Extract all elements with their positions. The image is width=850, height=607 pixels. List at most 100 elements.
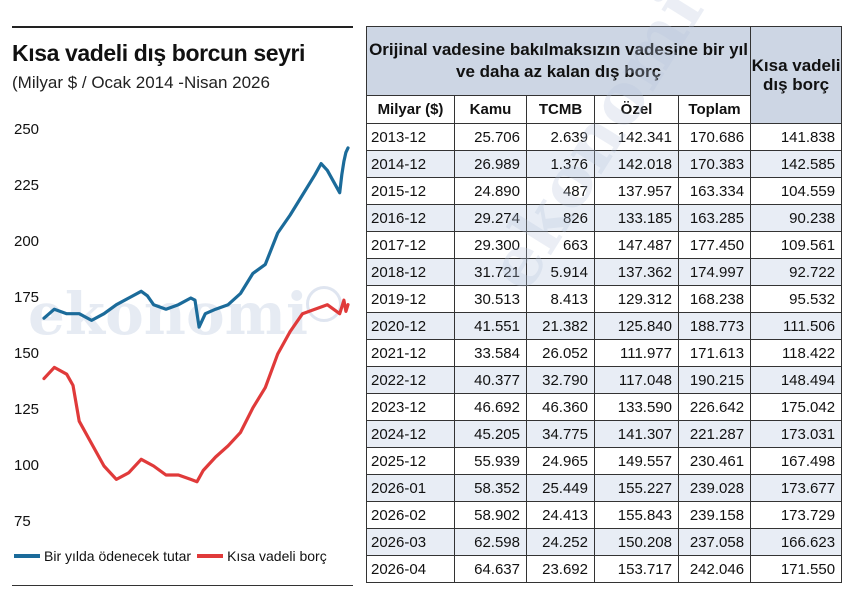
legend-swatch-short-term [197,554,224,558]
table-cell-value: 92.722 [750,258,843,286]
table-cell-value: 155.227 [594,474,679,502]
bottom-rule [12,585,353,586]
table-cell-value: 177.450 [677,231,752,259]
legend-item-short-term: Kısa vadeli borç [197,548,327,564]
table-cell-period: 2016-12 [366,204,455,232]
table-cell-period: 2021-12 [366,339,455,367]
table-cell-period: 2026-04 [366,555,455,583]
table-row: 2017-12 29.300 663 147.487 177.450 109.561 [366,231,843,259]
table-cell-value: 163.285 [677,204,752,232]
table-cell-value: 237.058 [677,528,752,556]
table-cell-value: 45.205 [454,420,527,448]
table-cell-value: 25.706 [454,123,527,151]
y-tick-label: 200 [14,233,40,250]
table-row: 2024-12 45.205 34.775 141.307 221.287 173.031 [366,420,843,448]
table-body: 2013-12 25.706 2.639 142.341 170.686 141.838 2… [366,123,843,583]
table-cell-period: 2020-12 [366,312,455,340]
chart-title: Kısa vadeli dış borcun seyri [12,40,306,66]
table-cell-value: 487 [526,177,595,205]
table-cell-value: 29.274 [454,204,527,232]
table-cell-value: 142.018 [594,150,679,178]
y-tick-label: 225 [14,177,40,194]
table-cell-value: 171.613 [677,339,752,367]
table-column-headers: Milyar ($) Kamu TCMB Özel Toplam [366,95,842,124]
column-header: TCMB [526,95,595,124]
table-cell-period: 2019-12 [366,285,455,313]
line-chart-plot [42,146,350,484]
table-cell-value: 90.238 [750,204,843,232]
table-cell-value: 1.376 [526,150,595,178]
table-cell-value: 133.590 [594,393,679,421]
debt-table: Orijinal vadesine bakılmaksızın vadesine… [365,26,843,583]
y-tick-label: 150 [14,345,40,362]
table-cell-value: 221.287 [677,420,752,448]
table-cell-value: 109.561 [750,231,843,259]
table-cell-value: 142.341 [594,123,679,151]
table-cell-value: 31.721 [454,258,527,286]
table-cell-value: 23.692 [526,555,595,583]
series-line-short-term [42,298,350,484]
table-cell-period: 2026-03 [366,528,455,556]
table-cell-value: 153.717 [594,555,679,583]
table-cell-value: 24.965 [526,447,595,475]
table-cell-value: 170.686 [677,123,752,151]
table-cell-period: 2018-12 [366,258,455,286]
table-cell-value: 141.838 [750,123,843,151]
table-cell-value: 95.532 [750,285,843,313]
series-line-payable [42,146,350,329]
table-cell-value: 58.352 [454,474,527,502]
table-cell-value: 24.890 [454,177,527,205]
table-cell-value: 55.939 [454,447,527,475]
table-cell-value: 26.052 [526,339,595,367]
table-cell-value: 26.989 [454,150,527,178]
table-row: 2018-12 31.721 5.914 137.362 174.997 92.722 [366,258,843,286]
table-cell-value: 25.449 [526,474,595,502]
table-cell-period: 2017-12 [366,231,455,259]
table-cell-value: 24.252 [526,528,595,556]
table-cell-value: 142.585 [750,150,843,178]
table-row: 2023-12 46.692 46.360 133.590 226.642 175.042 [366,393,843,421]
table-cell-value: 149.557 [594,447,679,475]
table-cell-period: 2015-12 [366,177,455,205]
table-cell-period: 2013-12 [366,123,455,151]
table-cell-value: 242.046 [677,555,752,583]
table-cell-value: 663 [526,231,595,259]
table-cell-value: 148.494 [750,366,843,394]
table-cell-value: 34.775 [526,420,595,448]
watermark-logo-icon [306,286,342,322]
table-cell-value: 62.598 [454,528,527,556]
table-cell-value: 155.843 [594,501,679,529]
table-cell-value: 150.208 [594,528,679,556]
legend-label-short-term: Kısa vadeli borç [227,548,327,564]
table-cell-value: 117.048 [594,366,679,394]
legend-item-payable: Bir yılda ödenecek tutar [14,548,191,564]
table-cell-period: 2025-12 [366,447,455,475]
table-cell-value: 190.215 [677,366,752,394]
table-row: 2022-12 40.377 32.790 117.048 190.215 148.494 [366,366,843,394]
table-cell-value: 168.238 [677,285,752,313]
table-cell-value: 239.028 [677,474,752,502]
table-row: 2026-01 58.352 25.449 155.227 239.028 173.677 [366,474,843,502]
table-cell-value: 188.773 [677,312,752,340]
column-header: Toplam [677,95,752,124]
table-cell-value: 167.498 [750,447,843,475]
table-row: 2016-12 29.274 826 133.185 163.285 90.238 [366,204,843,232]
table-cell-value: 239.158 [677,501,752,529]
table-cell-value: 118.422 [750,339,843,367]
table-cell-value: 166.623 [750,528,843,556]
column-header: Kamu [454,95,527,124]
y-tick-label: 75 [14,513,31,530]
table-cell-value: 40.377 [454,366,527,394]
table-cell-period: 2022-12 [366,366,455,394]
table-row: 2013-12 25.706 2.639 142.341 170.686 141.838 [366,123,843,151]
table-cell-period: 2026-01 [366,474,455,502]
table-header-main: Orijinal vadesine bakılmaksızın vadesine… [365,26,752,96]
table-cell-value: 46.360 [526,393,595,421]
y-tick-label: 250 [14,121,40,138]
table-cell-value: 5.914 [526,258,595,286]
table-row: 2020-12 41.551 21.382 125.840 188.773 111.506 [366,312,843,340]
table-cell-value: 226.642 [677,393,752,421]
chart-panel: Kısa vadeli dış borcun seyri (Milyar $ /… [0,0,356,607]
table-cell-value: 30.513 [454,285,527,313]
table-cell-value: 2.639 [526,123,595,151]
